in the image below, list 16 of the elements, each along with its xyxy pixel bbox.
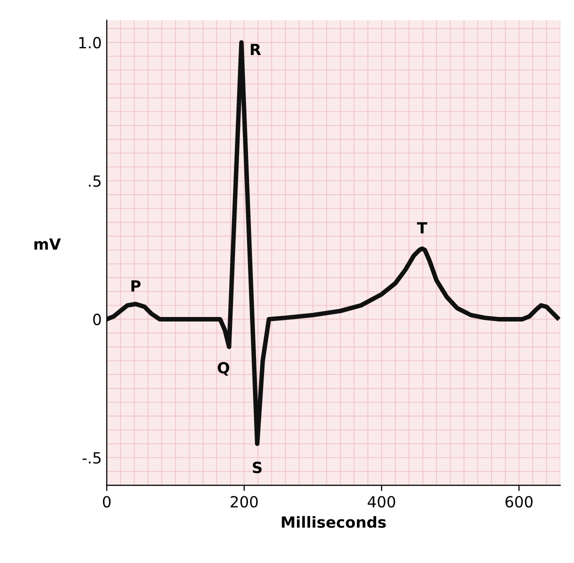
y-tick-label: 1.0 (79, 36, 101, 48)
annotation: S (252, 462, 262, 474)
y-tick-label: 0 (93, 314, 101, 326)
line-series (106, 40, 560, 446)
x-tick-label: 0 (102, 496, 111, 508)
x-axis-title: Milliseconds (282, 516, 386, 528)
x-tick-label: 200 (230, 496, 258, 508)
y-tick-label: -.5 (82, 452, 101, 464)
annotation: P (131, 280, 141, 292)
annotation: Q (218, 362, 230, 376)
y-axis-title: mV (34, 238, 61, 250)
annotation: T (416, 222, 428, 234)
annotation: R (250, 44, 261, 55)
y-tick-label: .5 (88, 175, 101, 187)
x-tick-label: 400 (368, 496, 396, 508)
x-tick-label: 600 (505, 496, 533, 508)
